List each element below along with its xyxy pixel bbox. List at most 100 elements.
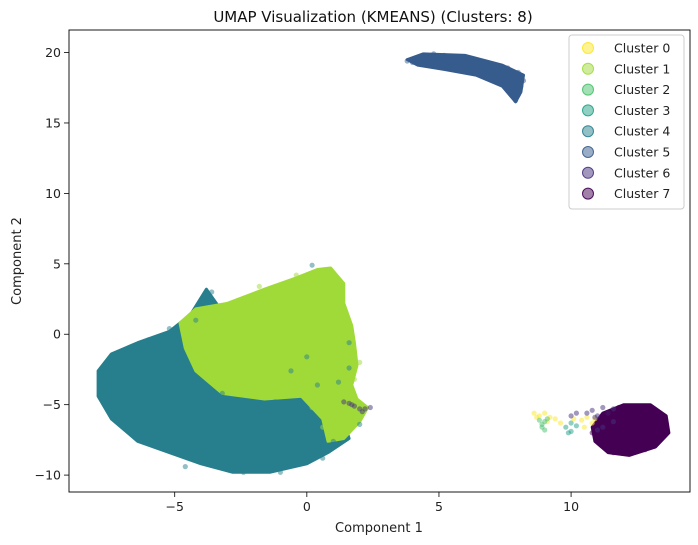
data-point xyxy=(341,399,347,405)
data-point xyxy=(341,424,347,430)
data-point xyxy=(267,300,273,306)
data-point xyxy=(203,297,209,303)
data-point xyxy=(256,416,262,422)
data-point xyxy=(452,54,458,60)
data-point xyxy=(225,348,231,354)
data-point xyxy=(367,404,373,411)
data-point xyxy=(563,424,569,430)
data-point xyxy=(251,311,257,318)
data-point xyxy=(325,300,331,306)
legend-marker xyxy=(582,62,594,75)
data-point xyxy=(304,354,310,360)
data-point xyxy=(298,458,305,464)
data-point xyxy=(594,421,601,427)
data-point xyxy=(542,427,548,433)
data-point xyxy=(505,65,511,71)
data-point xyxy=(349,402,355,408)
data-point xyxy=(626,433,632,439)
data-point xyxy=(135,419,141,425)
data-point xyxy=(230,404,236,411)
data-point xyxy=(610,406,617,412)
data-point xyxy=(431,51,437,57)
data-point xyxy=(309,404,315,411)
data-point xyxy=(589,407,595,413)
data-point xyxy=(515,92,521,98)
data-point xyxy=(177,444,183,450)
data-point xyxy=(304,359,310,365)
data-point xyxy=(283,450,289,456)
data-point xyxy=(225,376,231,382)
data-point xyxy=(637,421,643,427)
data-point xyxy=(256,283,262,289)
data-point xyxy=(409,59,416,65)
data-point xyxy=(621,430,627,436)
y-tick-label: 10 xyxy=(45,186,61,201)
data-point xyxy=(351,395,357,401)
legend-label: Cluster 5 xyxy=(614,145,670,160)
legend-label: Cluster 7 xyxy=(614,186,670,201)
data-point xyxy=(103,388,109,394)
legend: Cluster 0 Cluster 1 Cluster 2 Cluster 3 Clus… xyxy=(568,34,685,210)
data-point xyxy=(140,362,146,368)
data-point xyxy=(600,404,606,411)
data-point xyxy=(581,424,587,430)
data-point xyxy=(182,416,188,422)
data-point xyxy=(166,326,172,332)
data-point xyxy=(642,447,648,453)
y-axis-label: Component 2 xyxy=(10,217,25,305)
data-point xyxy=(288,376,294,382)
x-axis-ticks: −5 0 5 10 xyxy=(165,492,579,514)
data-point xyxy=(592,414,598,420)
data-point xyxy=(568,420,574,426)
legend-label: Cluster 3 xyxy=(614,103,670,118)
data-point xyxy=(298,297,305,303)
data-point xyxy=(325,433,331,439)
data-point xyxy=(351,348,357,354)
data-point xyxy=(610,424,617,430)
data-point xyxy=(661,433,667,439)
legend-marker xyxy=(582,42,594,54)
data-point xyxy=(478,64,484,70)
y-axis-ticks: −10 −5 0 5 10 15 20 xyxy=(35,45,69,483)
data-point xyxy=(631,407,638,413)
data-point xyxy=(151,373,157,380)
data-point xyxy=(589,420,595,426)
data-point xyxy=(542,410,548,416)
data-point xyxy=(579,417,585,423)
x-tick-label: 5 xyxy=(435,499,443,514)
data-point xyxy=(425,55,431,61)
data-point xyxy=(288,368,294,374)
data-point xyxy=(198,337,204,343)
data-point xyxy=(272,399,278,405)
data-point xyxy=(462,55,468,61)
y-tick-label: 15 xyxy=(45,115,61,130)
data-point xyxy=(594,427,601,433)
legend-label: Cluster 1 xyxy=(614,61,670,76)
data-point xyxy=(161,430,167,436)
data-point xyxy=(357,421,363,427)
data-point xyxy=(198,407,204,413)
data-point xyxy=(182,326,188,332)
data-point xyxy=(256,345,262,351)
data-point xyxy=(240,430,246,436)
data-point xyxy=(446,64,453,70)
data-points xyxy=(98,51,667,475)
data-point xyxy=(309,262,315,268)
data-point xyxy=(209,289,215,295)
data-point xyxy=(359,409,365,415)
legend-label: Cluster 2 xyxy=(614,82,670,97)
data-point xyxy=(172,393,178,399)
data-point xyxy=(584,410,590,416)
data-point xyxy=(404,58,410,64)
data-point xyxy=(320,345,326,351)
data-point xyxy=(219,314,225,320)
data-point xyxy=(441,52,447,59)
data-point xyxy=(193,345,199,351)
data-point xyxy=(335,379,342,385)
data-point xyxy=(214,357,220,363)
data-point xyxy=(314,382,320,388)
data-point xyxy=(320,455,326,461)
data-point xyxy=(565,430,572,436)
cluster-regions xyxy=(96,52,671,474)
legend-box xyxy=(568,34,685,210)
